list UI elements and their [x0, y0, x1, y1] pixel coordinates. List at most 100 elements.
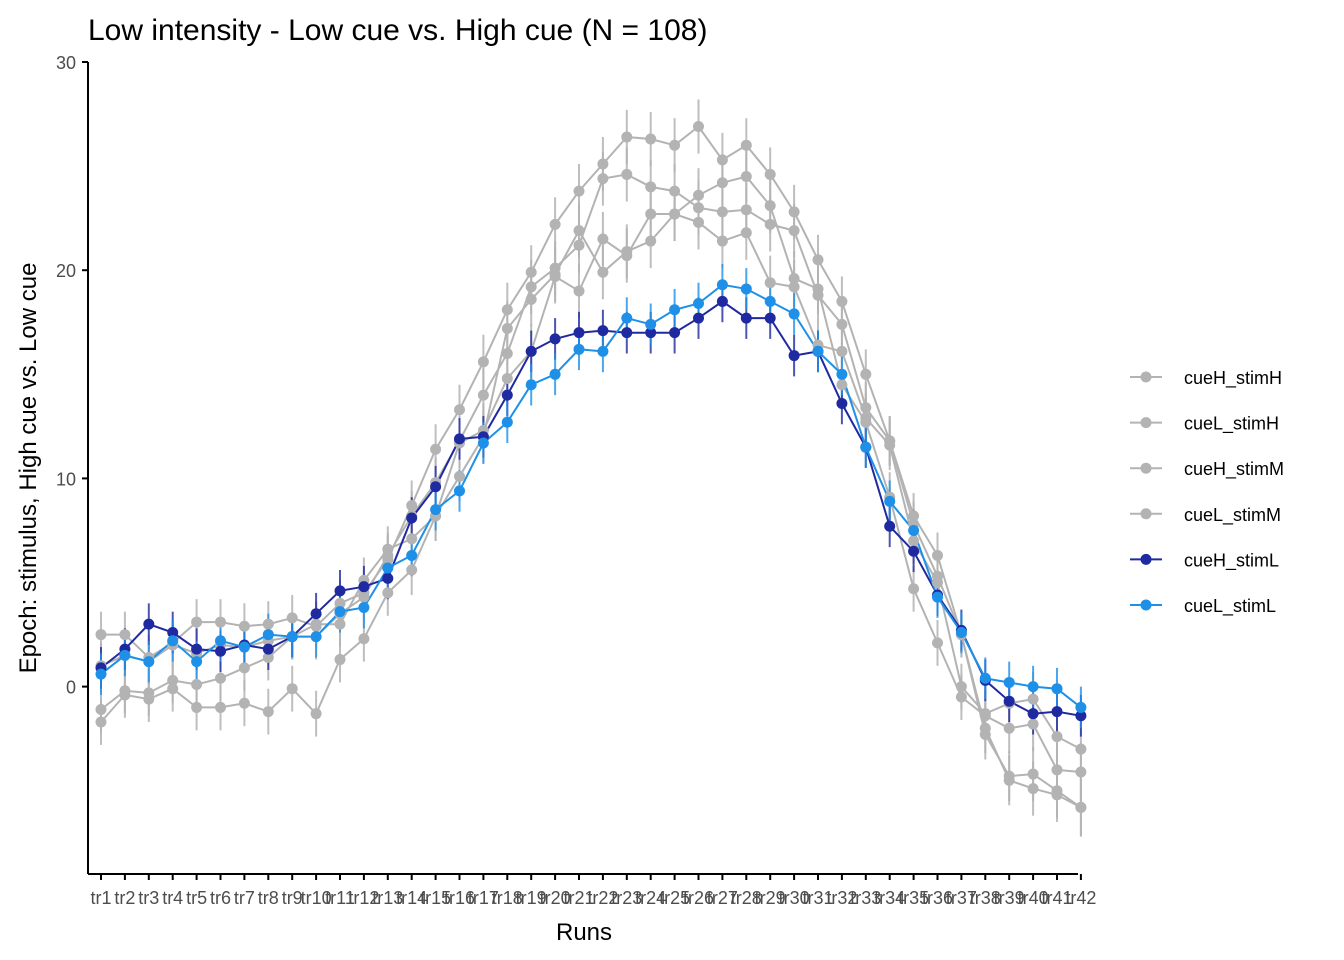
- x-tick-label: tr35: [898, 888, 929, 908]
- legend-label: cueH_stimM: [1184, 459, 1284, 480]
- data-point-cueH_stimM: [764, 277, 776, 289]
- data-point-cueL_stimH: [477, 356, 489, 368]
- x-tick-label: tr4: [162, 888, 183, 908]
- data-point-cueL_stimM: [573, 225, 585, 237]
- data-point-cueL_stimM: [812, 283, 824, 295]
- data-point-cueL_stimL: [573, 343, 585, 355]
- data-point-cueH_stimL: [645, 327, 657, 339]
- data-point-cueL_stimH: [549, 218, 561, 230]
- x-tick-label: tr27: [707, 888, 738, 908]
- data-point-cueL_stimL: [310, 631, 322, 643]
- data-point-cueH_stimH: [788, 225, 800, 237]
- data-point-cueL_stimH: [215, 616, 226, 628]
- data-point-cueL_stimM: [143, 693, 155, 705]
- x-tick-label: tr31: [802, 888, 833, 908]
- data-point-cueL_stimL: [788, 308, 800, 320]
- data-point-cueH_stimM: [693, 216, 704, 228]
- data-point-cueH_stimM: [932, 577, 943, 589]
- data-point-cueH_stimL: [788, 350, 800, 362]
- x-tick-label: tr40: [1018, 888, 1049, 908]
- legend-swatch-point: [1140, 417, 1152, 429]
- data-point-cueH_stimL: [573, 327, 585, 339]
- data-point-cueL_stimL: [1051, 683, 1063, 695]
- legend: cueH_stimH cueL_stimH cueH_stimM cueL_stimM…: [1130, 368, 1284, 617]
- data-point-cueL_stimL: [501, 416, 513, 428]
- data-point-cueL_stimM: [501, 323, 513, 335]
- x-tick-label: tr30: [779, 888, 810, 908]
- data-point-cueH_stimL: [621, 327, 633, 339]
- data-point-cueL_stimL: [191, 656, 203, 668]
- data-point-cueH_stimM: [215, 672, 226, 684]
- data-point-cueL_stimM: [788, 273, 800, 285]
- data-point-cueL_stimL: [1075, 701, 1087, 713]
- data-point-cueH_stimH: [764, 218, 776, 230]
- x-tick-label: tr28: [731, 888, 762, 908]
- data-point-cueH_stimL: [310, 608, 322, 620]
- x-tick-label: tr42: [1065, 888, 1096, 908]
- data-point-cueH_stimM: [884, 439, 896, 451]
- x-axis-title: Runs: [556, 919, 612, 946]
- data-point-cueH_stimL: [215, 645, 226, 657]
- data-point-cueL_stimL: [215, 635, 226, 647]
- data-point-cueL_stimM: [1027, 718, 1039, 730]
- x-tick-label: tr14: [396, 888, 427, 908]
- data-point-cueH_stimH: [573, 239, 585, 251]
- data-point-cueL_stimH: [406, 499, 418, 511]
- data-point-cueL_stimH: [119, 629, 131, 641]
- series-points: [95, 121, 1087, 813]
- data-point-cueH_stimL: [525, 345, 537, 357]
- data-point-cueL_stimH: [979, 722, 991, 734]
- data-point-cueH_stimL: [716, 295, 728, 307]
- data-point-cueL_stimL: [812, 345, 824, 357]
- series-line-cueH_stimL: [100, 300, 1082, 717]
- data-point-cueH_stimM: [645, 208, 657, 220]
- data-point-cueL_stimL: [645, 318, 657, 330]
- legend-label: cueH_stimH: [1184, 368, 1282, 389]
- data-point-cueL_stimM: [645, 235, 657, 247]
- legend-item-cueH_stimM: cueH_stimM: [1130, 459, 1284, 480]
- data-point-cueL_stimM: [310, 708, 322, 720]
- data-point-cueL_stimL: [334, 606, 346, 618]
- data-point-cueH_stimM: [716, 235, 728, 247]
- data-point-cueH_stimH: [860, 402, 872, 414]
- data-point-cueL_stimH: [669, 139, 681, 151]
- data-point-cueL_stimM: [238, 697, 250, 709]
- data-point-cueH_stimM: [573, 285, 585, 297]
- data-point-cueL_stimH: [693, 121, 704, 133]
- data-point-cueL_stimH: [334, 597, 346, 609]
- data-point-cueL_stimM: [1075, 766, 1087, 778]
- data-point-cueH_stimM: [382, 543, 394, 555]
- data-point-cueL_stimH: [621, 131, 633, 143]
- data-point-cueL_stimL: [884, 495, 896, 507]
- data-point-cueL_stimM: [955, 691, 967, 703]
- data-point-cueL_stimL: [693, 298, 704, 310]
- data-point-cueH_stimL: [406, 512, 418, 524]
- data-point-cueL_stimH: [454, 404, 465, 416]
- x-tick-label: tr12: [348, 888, 379, 908]
- data-point-cueH_stimH: [477, 389, 489, 401]
- data-point-cueH_stimL: [884, 520, 896, 532]
- data-point-cueL_stimH: [645, 133, 657, 145]
- data-point-cueL_stimL: [764, 295, 776, 307]
- legend-item-cueL_stimH: cueL_stimH: [1130, 414, 1279, 435]
- data-point-cueL_stimH: [1051, 789, 1063, 801]
- x-tick-label: tr32: [826, 888, 857, 908]
- x-tick-label: tr22: [587, 888, 618, 908]
- x-tick-label: tr37: [946, 888, 977, 908]
- data-point-cueL_stimM: [215, 701, 226, 713]
- data-point-cueL_stimL: [1003, 676, 1015, 688]
- data-point-cueL_stimH: [716, 154, 728, 166]
- data-point-cueH_stimM: [1075, 743, 1087, 755]
- data-point-cueH_stimH: [740, 204, 752, 216]
- data-point-cueL_stimH: [597, 158, 609, 170]
- data-point-cueL_stimM: [334, 654, 346, 666]
- data-point-cueH_stimL: [549, 333, 561, 345]
- data-point-cueL_stimM: [406, 564, 418, 576]
- data-point-cueL_stimM: [549, 268, 561, 280]
- data-point-cueL_stimM: [1051, 764, 1063, 776]
- data-point-cueL_stimL: [406, 549, 418, 561]
- x-tick-label: tr23: [611, 888, 642, 908]
- data-point-cueH_stimH: [621, 168, 633, 180]
- x-tick-label: tr7: [234, 888, 255, 908]
